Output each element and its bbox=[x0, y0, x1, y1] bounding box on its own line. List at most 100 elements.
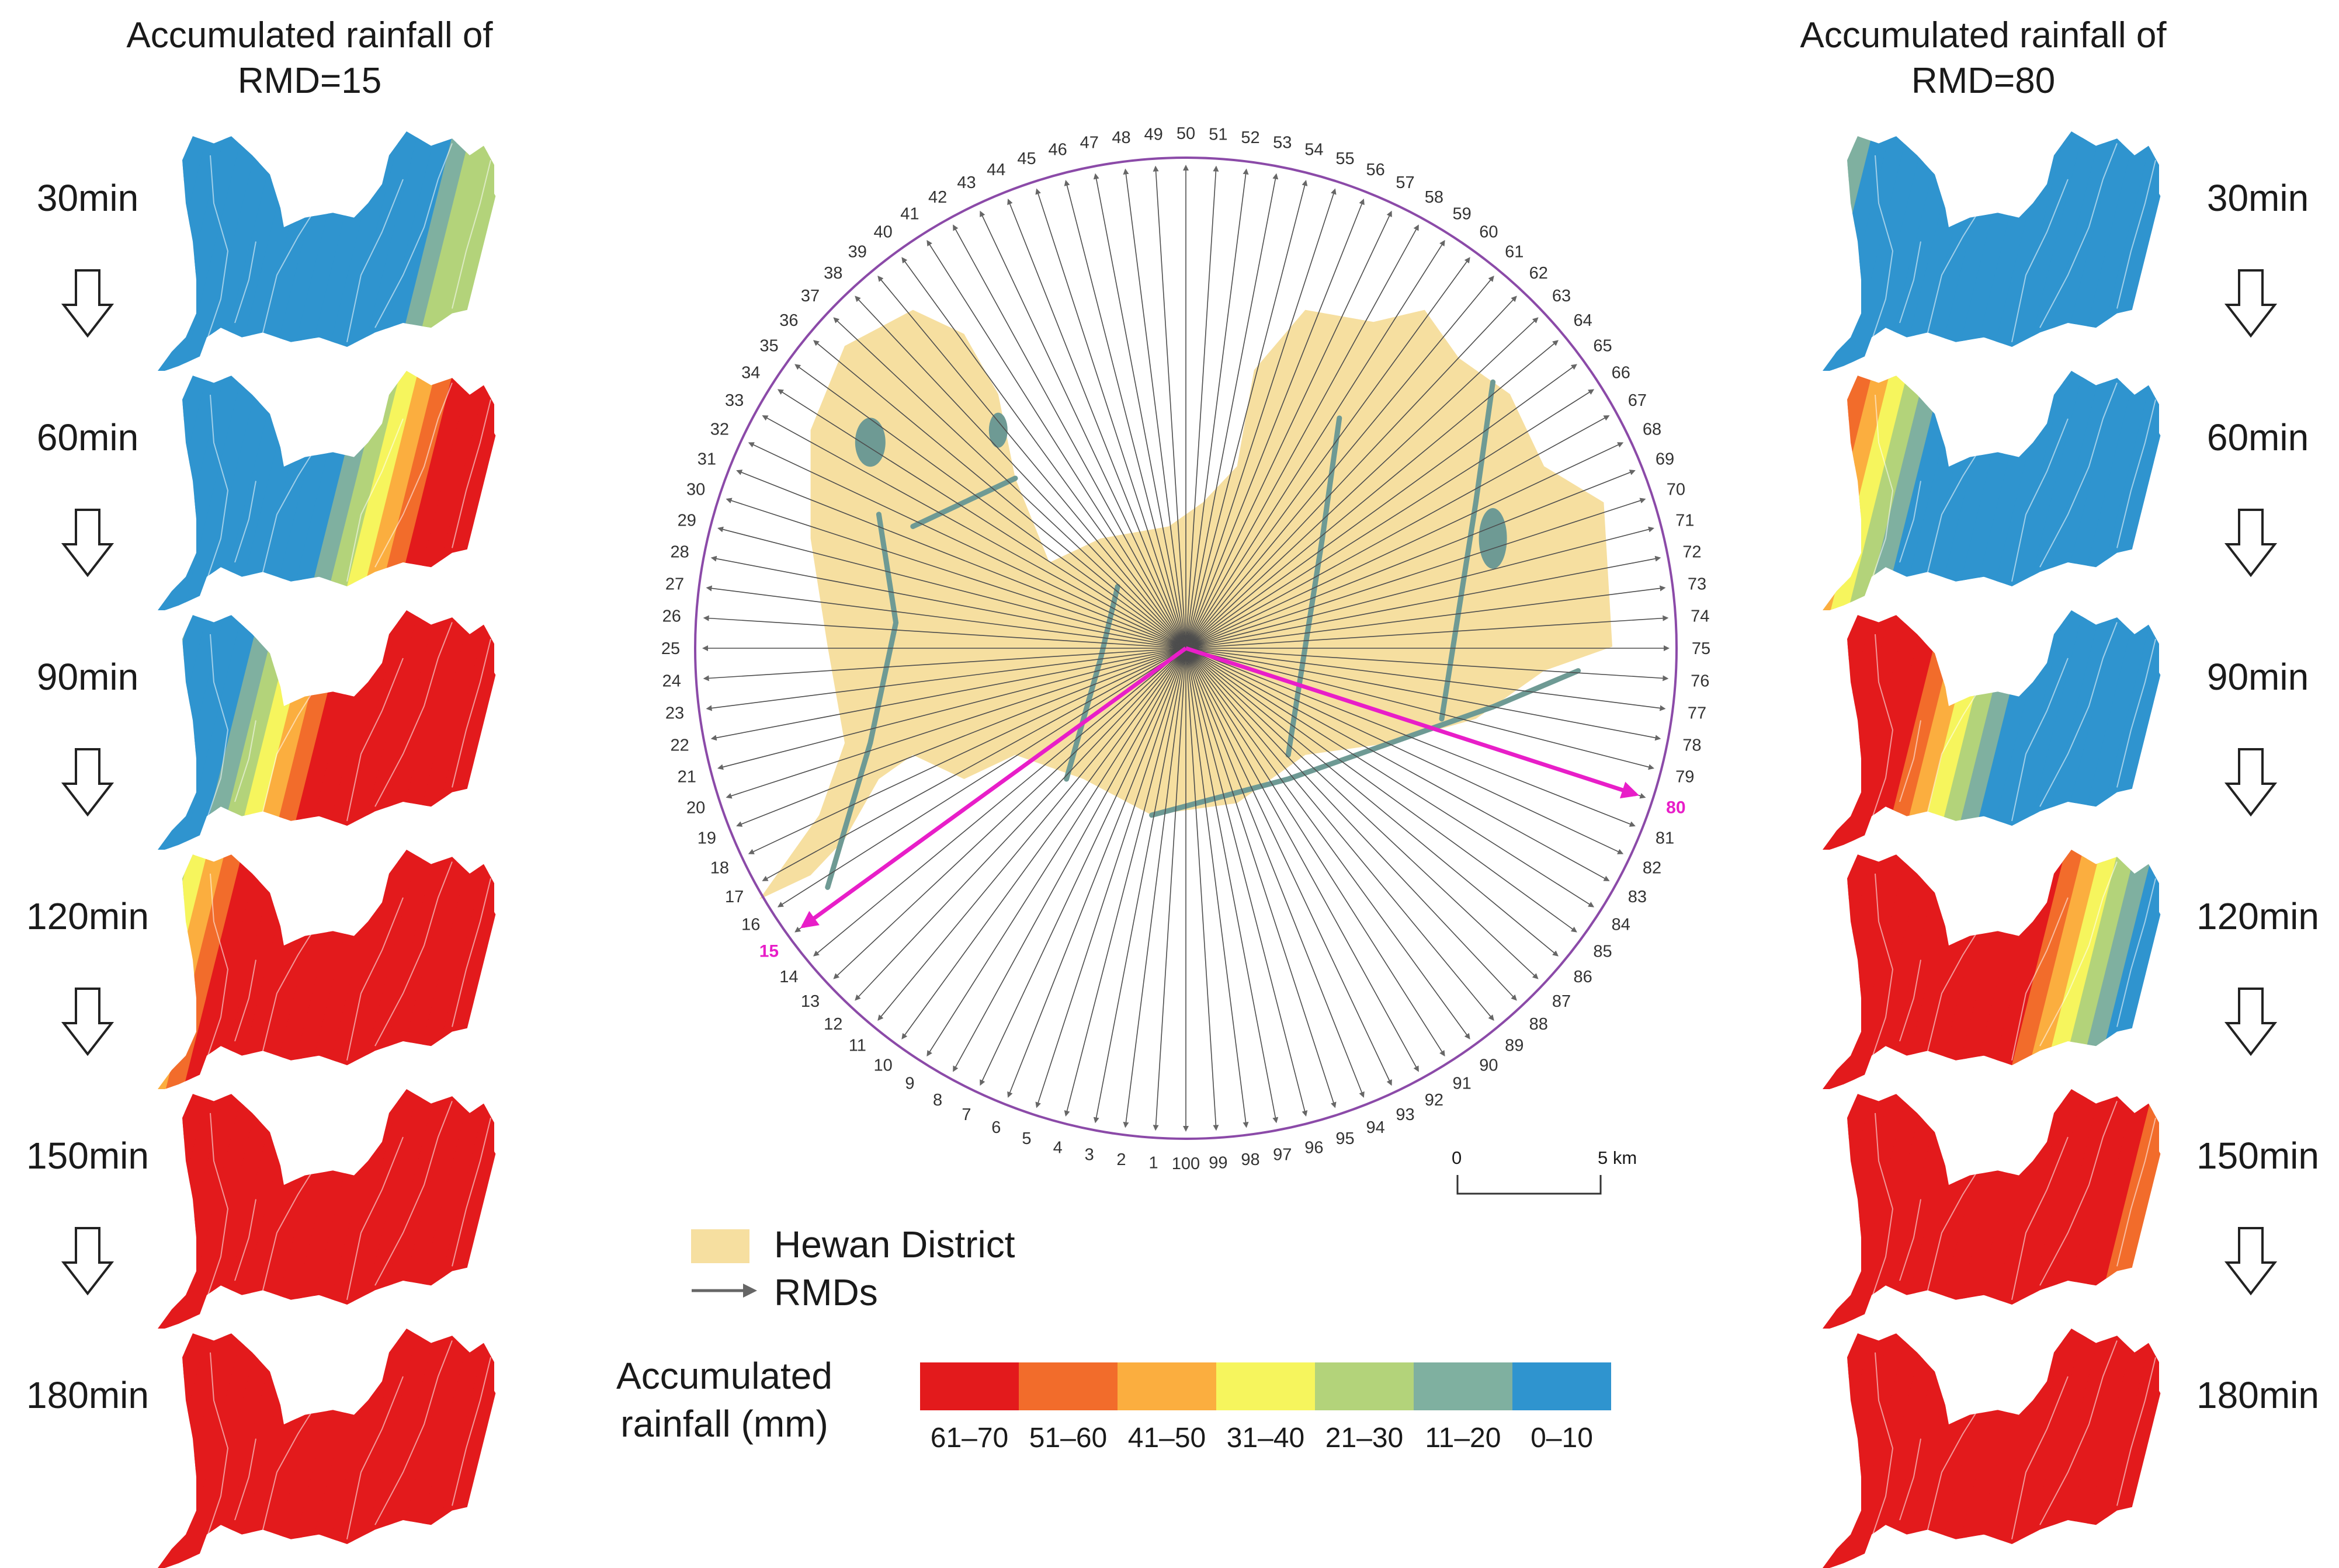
rmd-label: 87 bbox=[1552, 992, 1571, 1011]
rmd-spoke bbox=[1185, 555, 1661, 649]
rmd-spoke bbox=[1185, 648, 1624, 854]
rainfall-band bbox=[1987, 371, 2073, 610]
rmd-label: 20 bbox=[686, 799, 705, 818]
rmd-label: 81 bbox=[1656, 829, 1674, 848]
rmd-spoke bbox=[1185, 168, 1249, 649]
rainfall-band bbox=[427, 1089, 508, 1329]
rmd-label: 77 bbox=[1688, 704, 1706, 723]
rmd-spoke bbox=[1185, 648, 1249, 1128]
rmd-spoke bbox=[877, 276, 1186, 649]
scale-bar bbox=[1456, 1175, 1602, 1195]
rmd-label: 7 bbox=[962, 1105, 971, 1124]
rainfall-band bbox=[357, 850, 443, 1089]
rmd-spoke bbox=[1185, 648, 1610, 881]
rmd-label: 95 bbox=[1335, 1129, 1354, 1148]
rainfall-band bbox=[1823, 1089, 1845, 1329]
rmd-spoke bbox=[901, 648, 1186, 1039]
rmd-label: 62 bbox=[1529, 264, 1548, 283]
rainfall-band bbox=[427, 371, 508, 610]
rainfall-band bbox=[2039, 850, 2126, 1089]
rmd-spoke bbox=[777, 648, 1186, 908]
rmd-label: 44 bbox=[987, 161, 1005, 179]
down-arrow-icon bbox=[2225, 1227, 2277, 1296]
rainfall-band bbox=[2004, 371, 2091, 610]
right-time-label: 120min bbox=[2196, 895, 2319, 937]
rainfall-band bbox=[2092, 1329, 2173, 1568]
rmd-label: 18 bbox=[710, 859, 729, 878]
rainfall-band bbox=[427, 610, 508, 850]
rmd-spoke bbox=[877, 648, 1186, 1021]
rainfall-band bbox=[357, 131, 443, 371]
rmd-label: 3 bbox=[1085, 1145, 1094, 1164]
rmd-spoke bbox=[1035, 648, 1186, 1108]
rmd-spoke bbox=[794, 364, 1186, 649]
lake-shape bbox=[1479, 508, 1507, 569]
rainfall-band bbox=[2039, 1329, 2126, 1568]
down-arrow-icon bbox=[61, 269, 114, 338]
rainfall-band bbox=[2092, 131, 2173, 371]
rmd-label: 74 bbox=[1691, 607, 1709, 626]
rmd-label: 76 bbox=[1691, 672, 1709, 690]
rmd-label: 8 bbox=[933, 1091, 942, 1110]
rmd-label: 59 bbox=[1452, 204, 1471, 223]
rmd-label: 50 bbox=[1177, 124, 1195, 143]
rmd-label: 24 bbox=[662, 672, 681, 690]
rmd-spoke bbox=[1123, 648, 1186, 1128]
rmd-label: 32 bbox=[710, 420, 729, 439]
rainfall-band bbox=[2039, 1089, 2126, 1329]
rmd-label: 83 bbox=[1628, 888, 1647, 906]
rmd-spoke bbox=[1185, 648, 1419, 1072]
rmd-label: 72 bbox=[1682, 543, 1701, 562]
rmd-spoke bbox=[1185, 340, 1559, 649]
rmd-label: 66 bbox=[1612, 363, 1630, 382]
rmd-label: 100 bbox=[1172, 1155, 1200, 1173]
rainfall-band bbox=[1847, 610, 1933, 850]
rmd-label: 78 bbox=[1682, 736, 1701, 755]
rainfall-band bbox=[2022, 371, 2108, 610]
rmd-label: 71 bbox=[1675, 512, 1694, 530]
rmd-spoke bbox=[762, 415, 1186, 649]
rainfall-band bbox=[339, 131, 426, 371]
rainfall-band bbox=[1847, 850, 1933, 1089]
rainfall-band bbox=[1864, 131, 1951, 371]
rmd-spoke bbox=[1185, 648, 1539, 979]
rmd-spoke bbox=[1185, 276, 1494, 649]
rmd-label: 91 bbox=[1452, 1075, 1471, 1093]
rmd-spoke bbox=[1153, 648, 1186, 1131]
colorbar-label: 11–20 bbox=[1425, 1423, 1501, 1454]
down-arrow-icon bbox=[61, 509, 114, 578]
rmd-spoke bbox=[1185, 498, 1646, 649]
rainfall-band bbox=[2022, 1089, 2108, 1329]
rmd-spoke bbox=[1185, 648, 1577, 933]
district-legend-label: Hewan District bbox=[774, 1223, 1015, 1265]
scale-bar-end-label: 5 km bbox=[1598, 1148, 1637, 1168]
rmd-label: 90 bbox=[1479, 1056, 1498, 1075]
rainfall-band bbox=[357, 371, 443, 610]
rmd80-rainfall-map-150min bbox=[1823, 1089, 2173, 1329]
rainfall-band bbox=[2022, 610, 2108, 850]
rmd-label: 2 bbox=[1116, 1150, 1126, 1169]
rainfall-band bbox=[2004, 131, 2091, 371]
rmd-spoke bbox=[1185, 257, 1470, 649]
rmd-label: 15 bbox=[759, 941, 779, 961]
rmd-spoke bbox=[1185, 648, 1494, 1021]
rmd-label: 79 bbox=[1675, 767, 1694, 786]
left-time-label: 120min bbox=[26, 895, 149, 937]
rmd-spoke bbox=[706, 648, 1186, 711]
rainfall-band bbox=[322, 850, 408, 1089]
rainfall-band bbox=[1847, 131, 1933, 371]
rmd-spoke bbox=[1185, 389, 1595, 649]
rainfall-band bbox=[1847, 1329, 1933, 1568]
rmd-spoke bbox=[1185, 615, 1669, 649]
rainfall-band bbox=[1823, 371, 1845, 610]
rmd-label: 27 bbox=[665, 575, 684, 593]
rainfall-band bbox=[2022, 1329, 2108, 1568]
rmd-label: 46 bbox=[1049, 141, 1067, 159]
rainfall-band bbox=[339, 610, 426, 850]
rmd-spoke bbox=[706, 585, 1186, 649]
down-arrow-icon bbox=[2225, 748, 2277, 817]
rainfall-band bbox=[374, 131, 461, 371]
rainfall-band bbox=[1987, 1089, 2073, 1329]
rmd-label: 61 bbox=[1505, 242, 1524, 261]
rmd-spoke bbox=[1185, 648, 1392, 1086]
